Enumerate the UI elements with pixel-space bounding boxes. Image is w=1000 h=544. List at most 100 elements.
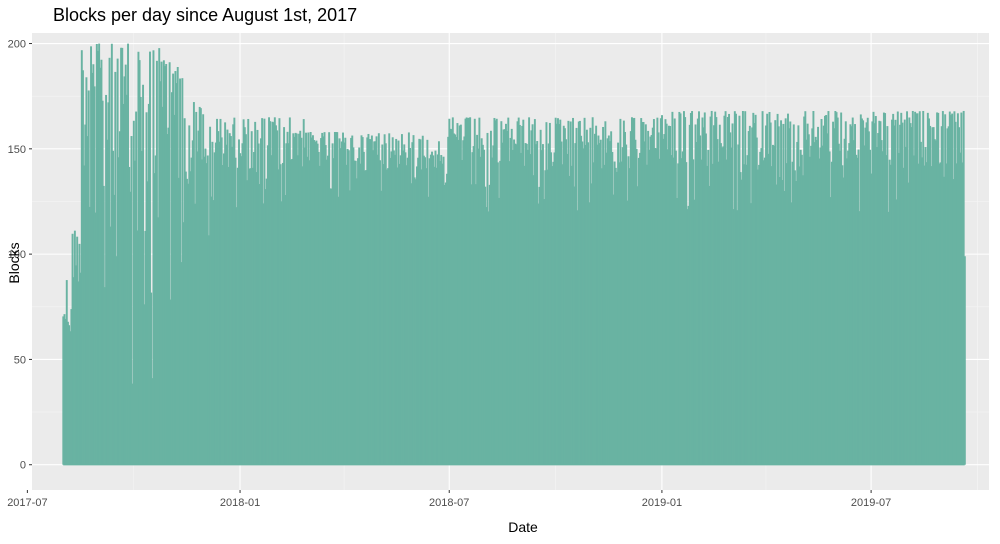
day-bar [269, 121, 272, 465]
day-bar [342, 132, 344, 465]
day-bar [456, 123, 459, 465]
day-bar [75, 265, 77, 465]
day-bar [547, 143, 550, 465]
day-bar [869, 149, 872, 465]
day-bar [565, 139, 568, 465]
day-bar [147, 103, 150, 465]
day-bar [897, 152, 900, 465]
day-bar [685, 162, 688, 465]
day-bar [903, 119, 906, 465]
day-bar [588, 202, 591, 465]
day-bar [436, 154, 439, 465]
day-bar [206, 155, 209, 465]
day-bar [693, 199, 696, 465]
day-bar [741, 110, 744, 465]
day-bar [170, 92, 173, 465]
day-bar [219, 118, 222, 465]
day-bar [283, 127, 286, 465]
day-bar [524, 143, 527, 465]
day-bar [250, 131, 253, 465]
day-bar [867, 131, 870, 465]
day-bar [599, 139, 602, 465]
day-bar [242, 119, 245, 465]
day-bar [394, 154, 396, 465]
day-bar [109, 226, 112, 465]
day-bar [153, 173, 156, 465]
day-bar [443, 185, 446, 465]
day-bar [347, 150, 350, 465]
day-bar [256, 129, 259, 465]
day-bar [887, 211, 890, 465]
day-bar [834, 111, 837, 465]
day-bar [613, 161, 616, 465]
day-bar [98, 43, 101, 465]
day-bar [350, 137, 353, 465]
day-bar [592, 162, 595, 465]
day-bar [659, 118, 662, 465]
day-bar [818, 158, 821, 465]
day-bar [610, 131, 613, 465]
day-bar [676, 198, 679, 465]
day-bar [100, 59, 103, 465]
day-bar [225, 144, 228, 465]
day-bar [471, 152, 474, 465]
day-bar [261, 118, 264, 465]
day-bar [815, 139, 818, 465]
day-bar [428, 158, 431, 465]
day-bar [125, 94, 128, 465]
day-bar [656, 117, 659, 465]
day-bar [285, 143, 288, 465]
day-bar [179, 78, 182, 465]
day-bar [785, 163, 788, 465]
day-bar [880, 140, 883, 465]
day-bar [753, 123, 756, 465]
day-bar [186, 178, 188, 465]
day-bar [918, 111, 921, 465]
day-bar [765, 125, 767, 465]
day-bar [733, 111, 736, 465]
day-bar [663, 134, 666, 465]
day-bar [803, 116, 806, 465]
day-bar [293, 136, 296, 465]
day-bar [447, 136, 450, 465]
day-bar [624, 131, 626, 465]
day-bar [573, 186, 576, 465]
day-bar [376, 154, 379, 465]
day-bar [948, 111, 951, 465]
day-bar [353, 160, 356, 465]
day-bar [960, 112, 963, 465]
day-bar [76, 236, 79, 465]
day-bar [254, 121, 257, 465]
day-bar [642, 121, 645, 465]
day-bar [782, 123, 785, 465]
day-bar [708, 185, 711, 465]
day-bar [940, 126, 943, 465]
day-bar [698, 111, 700, 465]
day-bar [805, 139, 808, 465]
day-bar [953, 111, 956, 465]
day-bar [956, 113, 959, 465]
day-bar [963, 256, 966, 465]
day-bar [280, 201, 283, 465]
day-bar [907, 182, 910, 465]
day-bar [674, 150, 677, 465]
day-bar [136, 230, 139, 465]
day-bar [318, 165, 321, 465]
day-bar [301, 166, 304, 465]
day-bar [510, 128, 513, 465]
day-bar [211, 141, 214, 465]
day-bar [345, 164, 348, 465]
day-bar [728, 113, 731, 465]
day-bar [844, 121, 847, 465]
day-bar [870, 173, 873, 465]
day-bar [370, 135, 373, 465]
day-bar [826, 133, 829, 465]
day-bar [323, 132, 326, 465]
day-bar [399, 155, 402, 465]
day-bar [502, 129, 505, 465]
day-bar [142, 84, 145, 465]
day-bar [155, 60, 158, 465]
day-bar [531, 124, 534, 465]
day-bar [468, 117, 470, 465]
day-bar [842, 177, 845, 465]
